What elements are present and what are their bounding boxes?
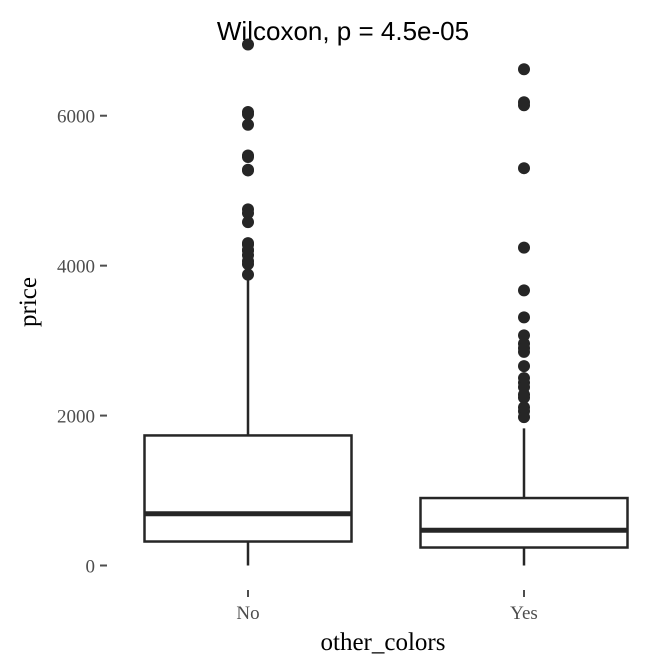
outlier-point (242, 108, 254, 121)
iqr-box (143, 434, 353, 543)
box-no (143, 38, 353, 566)
outlier-point (242, 216, 254, 229)
outlier-point (518, 99, 530, 112)
y-tick-label: 0 (86, 557, 96, 578)
outlier-point (242, 118, 254, 131)
outlier-point (518, 63, 530, 76)
outlier-point (518, 241, 530, 254)
plot-area (143, 38, 629, 566)
outlier-point (518, 391, 530, 404)
outlier-point (518, 411, 530, 424)
iqr-box (419, 496, 629, 549)
x-axis-title: other_colors (321, 629, 446, 656)
outlier-point (518, 360, 530, 373)
outlier-point (242, 150, 254, 163)
x-tick-label: No (236, 603, 259, 624)
outlier-point (518, 284, 530, 297)
chart-title: Wilcoxon, p = 4.5e-05 (217, 16, 469, 46)
outlier-point (242, 207, 254, 220)
outlier-point (518, 311, 530, 324)
outlier-point (242, 258, 254, 271)
y-tick-label: 4000 (57, 257, 95, 278)
outlier-point (518, 162, 530, 175)
outlier-point (242, 268, 254, 281)
outlier-point (242, 38, 254, 51)
outlier-point (242, 164, 254, 177)
box-yes (419, 63, 629, 566)
y-axis: 0 2000 4000 6000 (57, 107, 107, 578)
x-axis: No Yes (236, 590, 538, 624)
outlier-point (518, 345, 530, 358)
y-tick-label: 6000 (57, 107, 95, 128)
outlier-point (518, 329, 530, 342)
x-tick-label: Yes (510, 603, 538, 624)
y-axis-title: price (15, 277, 42, 327)
y-tick-label: 2000 (57, 407, 95, 428)
